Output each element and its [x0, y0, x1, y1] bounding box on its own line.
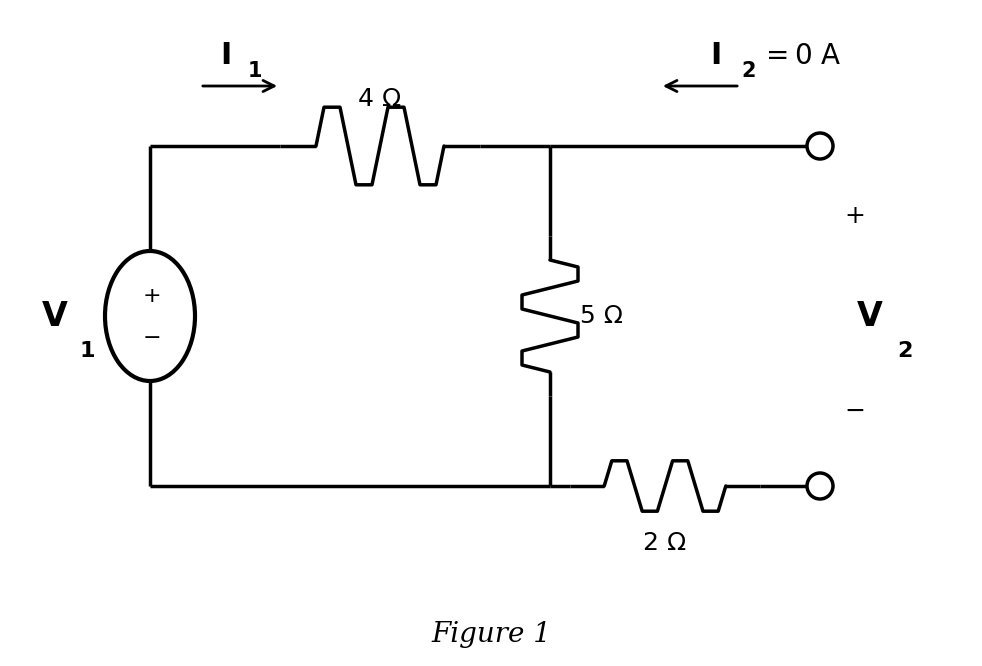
Text: −: − — [142, 328, 161, 348]
Text: Figure 1: Figure 1 — [431, 621, 551, 647]
Text: +: + — [845, 204, 865, 228]
Text: 5 Ω: 5 Ω — [580, 304, 623, 328]
Text: −: − — [845, 399, 865, 423]
Text: +: + — [142, 286, 161, 306]
Text: $= 0\ \mathrm{A}$: $= 0\ \mathrm{A}$ — [760, 42, 842, 70]
Circle shape — [807, 473, 833, 499]
Text: $\mathbf{1}$: $\mathbf{1}$ — [79, 341, 95, 361]
Circle shape — [807, 133, 833, 159]
Text: 4 Ω: 4 Ω — [358, 87, 402, 111]
Text: $\mathbf{2}$: $\mathbf{2}$ — [740, 61, 755, 81]
Text: $\mathbf{V}$: $\mathbf{V}$ — [856, 300, 884, 332]
Text: $\mathbf{I}$: $\mathbf{I}$ — [220, 41, 230, 71]
Text: $\mathbf{I}$: $\mathbf{I}$ — [710, 41, 720, 71]
Text: $\mathbf{1}$: $\mathbf{1}$ — [247, 61, 262, 81]
Text: $\mathbf{2}$: $\mathbf{2}$ — [898, 341, 912, 361]
Text: $\mathbf{V}$: $\mathbf{V}$ — [41, 300, 69, 332]
Text: 2 Ω: 2 Ω — [643, 531, 686, 555]
